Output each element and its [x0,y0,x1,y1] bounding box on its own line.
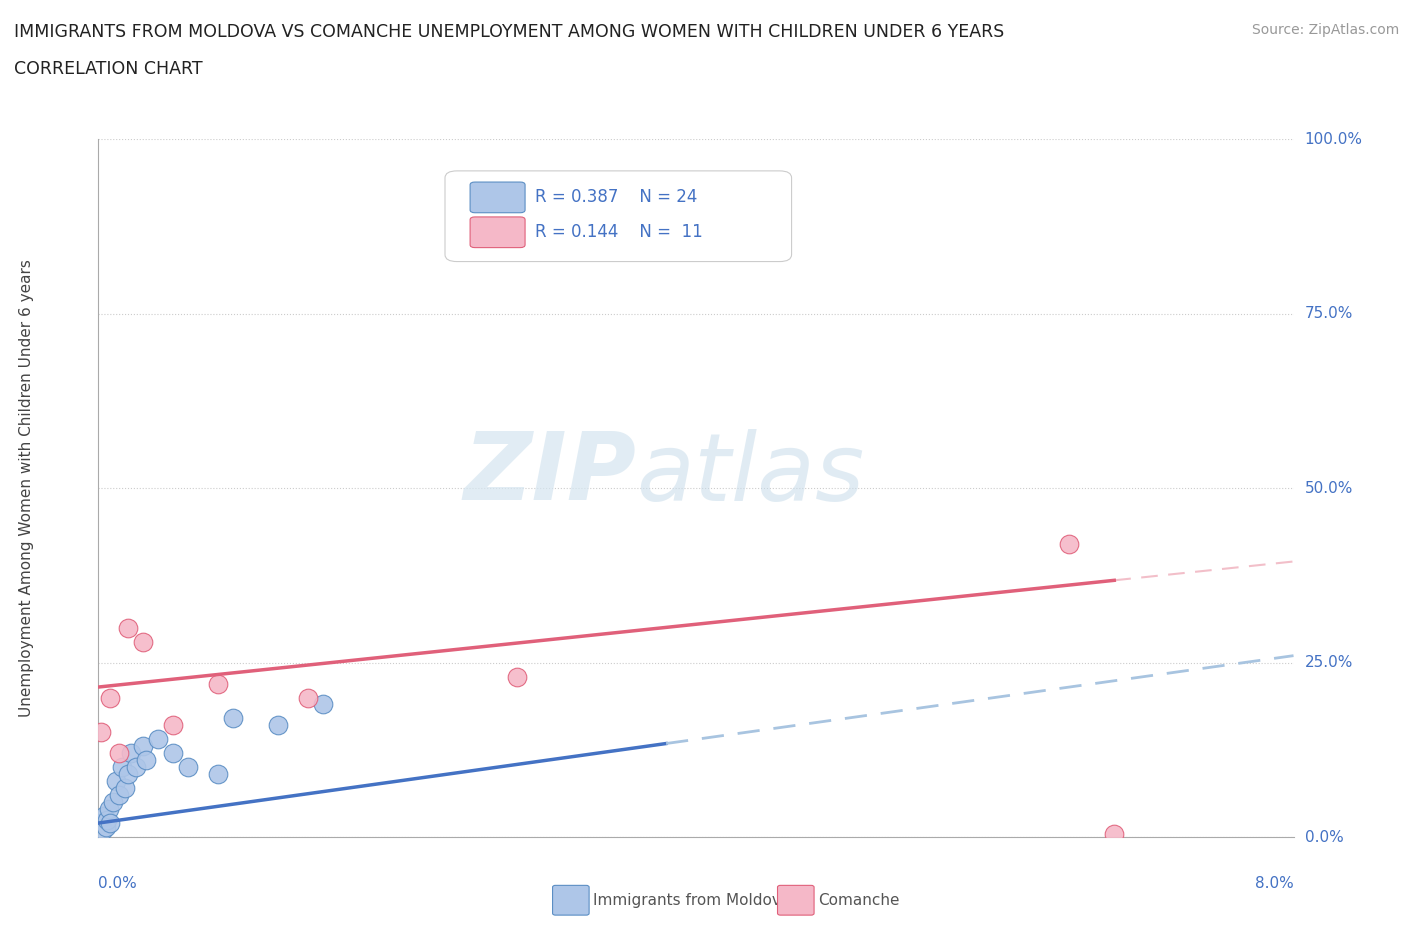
Text: 0.0%: 0.0% [1305,830,1343,844]
Point [132,634,155,649]
Point [111,760,134,775]
Point [117,620,139,635]
Text: Unemployment Among Women with Children Under 6 years: Unemployment Among Women with Children U… [18,259,34,717]
Text: Source: ZipAtlas.com: Source: ZipAtlas.com [1251,23,1399,37]
Point [1102,826,1125,841]
Point [98,690,122,705]
Point [267,718,290,733]
Text: atlas: atlas [636,429,865,520]
Text: IMMIGRANTS FROM MOLDOVA VS COMANCHE UNEMPLOYMENT AMONG WOMEN WITH CHILDREN UNDER: IMMIGRANTS FROM MOLDOVA VS COMANCHE UNEM… [14,23,1004,41]
Point [148,732,170,747]
Point [222,711,245,725]
Text: R = 0.144    N =  11: R = 0.144 N = 11 [534,223,703,241]
Text: R = 0.387    N = 24: R = 0.387 N = 24 [534,189,697,206]
Point [125,760,148,775]
Point [1059,537,1081,551]
Point [90,816,112,830]
Text: CORRELATION CHART: CORRELATION CHART [14,60,202,78]
Point [97,802,120,817]
Point [117,766,139,781]
Point [132,738,155,753]
Point [96,812,118,827]
Text: 0.0%: 0.0% [98,876,138,891]
Point [108,788,131,803]
Point [93,809,115,824]
Point [207,766,229,781]
Point [90,725,112,740]
Text: Comanche: Comanche [818,893,900,908]
Point [120,746,142,761]
Text: Immigrants from Moldova: Immigrants from Moldova [593,893,790,908]
Point [135,753,157,768]
Point [103,794,125,809]
Point [162,718,184,733]
Text: 50.0%: 50.0% [1305,481,1353,496]
Point [297,690,319,705]
Point [177,760,200,775]
FancyBboxPatch shape [470,217,524,247]
Point [162,746,184,761]
Point [108,746,131,761]
FancyBboxPatch shape [444,171,792,261]
Point [98,816,122,830]
Text: 100.0%: 100.0% [1305,132,1362,147]
Text: ZIP: ZIP [464,429,636,520]
Point [114,781,136,796]
Text: 8.0%: 8.0% [1254,876,1294,891]
Point [506,670,529,684]
Point [207,676,229,691]
Point [91,823,114,837]
FancyBboxPatch shape [470,182,524,213]
Point [94,819,117,834]
Point [311,698,333,712]
Text: 25.0%: 25.0% [1305,655,1353,671]
Text: 75.0%: 75.0% [1305,306,1353,322]
Point [105,774,128,789]
